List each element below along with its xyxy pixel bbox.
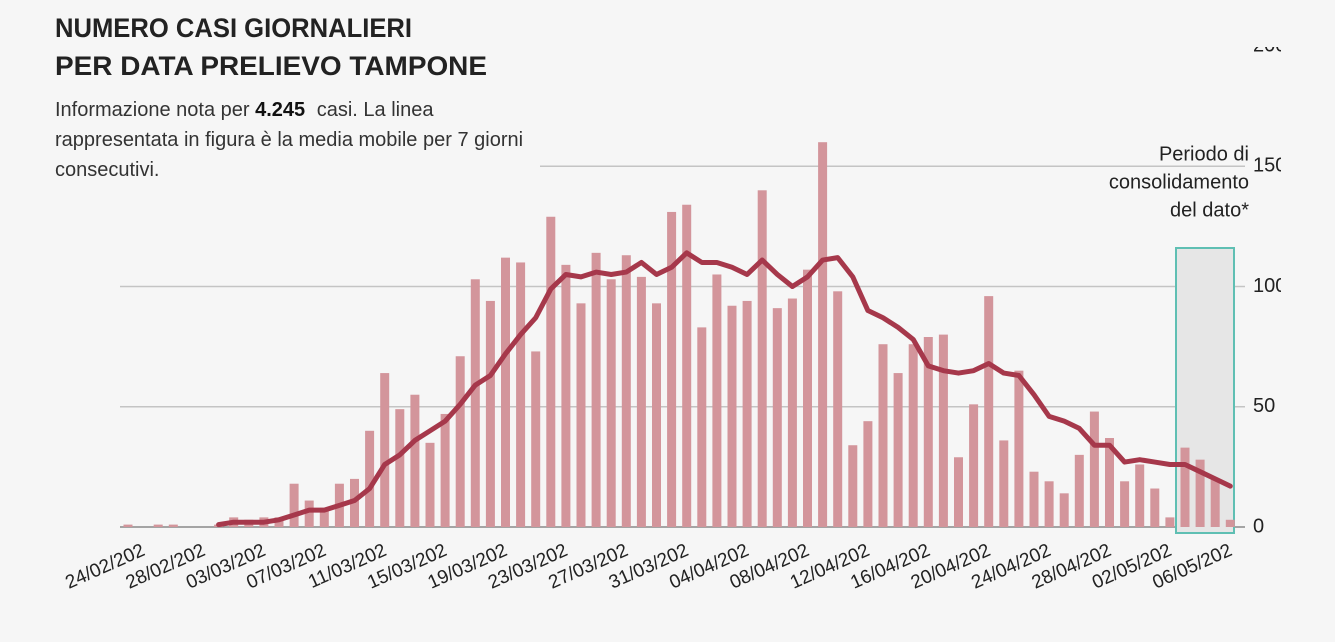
bar — [1029, 471, 1039, 527]
bar — [1165, 517, 1175, 527]
bar — [893, 373, 903, 527]
bar — [365, 430, 375, 527]
bar — [772, 308, 782, 527]
bar — [380, 373, 390, 527]
bar — [923, 337, 933, 527]
subtitle-text: casi. La linea rappresentata in figura è… — [55, 99, 524, 181]
bar — [878, 344, 888, 527]
bar — [455, 356, 465, 527]
bar — [727, 305, 737, 527]
subtitle: Informazione nota per 4.245 casi. La lin… — [55, 95, 545, 185]
bar — [621, 255, 631, 528]
y-tick-label: 150 — [1253, 155, 1286, 177]
bar — [1044, 481, 1054, 527]
bar — [667, 211, 677, 527]
bar — [470, 279, 480, 527]
annotation: del dato* — [1170, 199, 1249, 221]
bar — [848, 445, 858, 527]
bar — [319, 507, 329, 527]
bar — [606, 279, 616, 527]
bar — [501, 257, 510, 527]
bar — [833, 291, 843, 527]
bar — [576, 303, 586, 527]
chart-title: NUMERO CASI GIORNALIERI — [55, 13, 412, 43]
bar — [516, 262, 526, 527]
bar — [395, 409, 405, 527]
bar — [1074, 454, 1084, 527]
bar — [561, 264, 571, 527]
bar — [1014, 370, 1024, 527]
bar — [682, 204, 692, 528]
chart-title: PER DATA PRELIEVO TAMPONE — [55, 51, 487, 81]
y-tick-label: 100 — [1253, 275, 1286, 297]
annotation: consolidamento — [1109, 171, 1249, 193]
bar — [938, 334, 948, 527]
y-tick-label: 50 — [1253, 395, 1275, 417]
bar — [304, 500, 314, 527]
bar — [1089, 411, 1099, 527]
bar — [803, 269, 812, 527]
bar — [1059, 493, 1069, 527]
bar — [757, 190, 767, 528]
bar — [410, 394, 420, 527]
bar — [531, 351, 541, 527]
bar — [712, 274, 722, 527]
bar — [652, 303, 661, 527]
bar — [591, 252, 601, 527]
bar — [546, 216, 556, 527]
bar — [1180, 447, 1190, 527]
bar — [954, 457, 963, 527]
bar — [742, 300, 752, 527]
y-tick-label: 200 — [1253, 34, 1286, 56]
annotation: Periodo di — [1159, 143, 1249, 165]
bar — [908, 344, 918, 527]
bar — [999, 440, 1009, 527]
header-bg — [0, 0, 540, 200]
bar — [636, 276, 646, 527]
header-bg — [540, 0, 1245, 50]
bar — [1195, 459, 1205, 527]
bar — [984, 296, 994, 527]
bar — [123, 524, 133, 527]
bar — [425, 442, 435, 527]
bar — [1210, 478, 1220, 527]
subtitle-number: 4.245 — [255, 99, 306, 121]
subtitle-text: Informazione nota per — [55, 99, 256, 121]
bar — [153, 524, 163, 527]
moving-average-line — [216, 250, 1233, 528]
bar — [289, 483, 299, 527]
y-tick-label: 0 — [1253, 515, 1264, 537]
bar — [818, 142, 828, 527]
bar — [863, 421, 873, 527]
bar — [787, 298, 797, 527]
bar — [485, 300, 495, 527]
bar — [1135, 464, 1145, 527]
bar — [969, 404, 979, 527]
bar — [440, 413, 450, 527]
bar — [697, 327, 707, 527]
bar — [168, 524, 178, 527]
bar — [1105, 438, 1114, 527]
bar — [1225, 519, 1235, 527]
bar — [1150, 488, 1160, 527]
bar — [1120, 481, 1130, 527]
